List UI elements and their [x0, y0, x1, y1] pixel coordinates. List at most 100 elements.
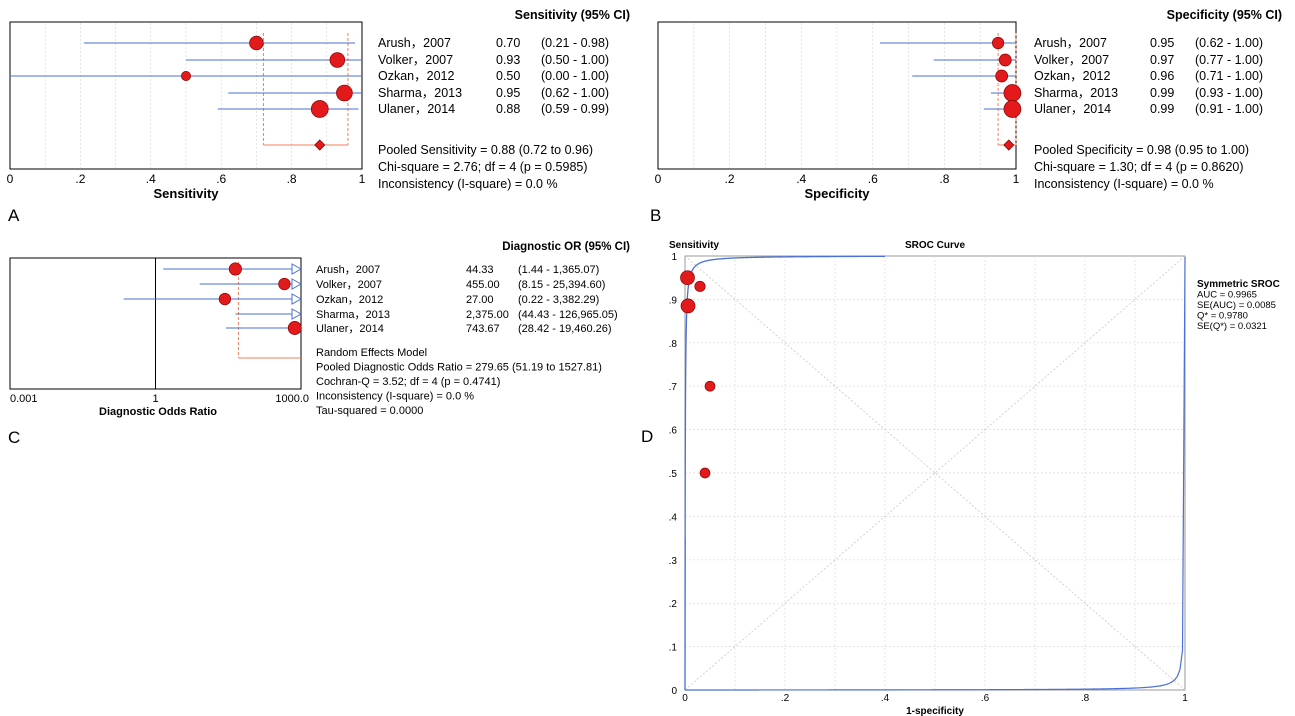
x-tick-label: 1000.0: [275, 393, 309, 405]
x-tick-label: .6: [216, 172, 226, 186]
panel-letter: A: [8, 206, 20, 225]
study-label: Ozkan，2012: [1034, 69, 1110, 83]
study-point: [336, 84, 353, 102]
x-tick-label: .8: [1081, 693, 1090, 704]
study-label: Arush，2007: [1034, 36, 1107, 50]
study-estimate: 455.00: [466, 279, 500, 291]
study-ci: (0.21 - 0.98): [541, 36, 609, 50]
y-tick-label: .4: [669, 512, 678, 523]
x-tick-label: .6: [868, 172, 878, 186]
x-tick-label: .4: [796, 172, 806, 186]
stat-line: Random Effects Model: [316, 347, 427, 359]
x-tick-label: .2: [781, 693, 790, 704]
study-ci: (44.43 - 126,965.05): [518, 309, 618, 321]
x-axis-title: 1-specificity: [906, 706, 964, 716]
study-ci: (0.91 - 1.00): [1195, 102, 1263, 116]
study-label: Volker，2007: [378, 53, 453, 67]
study-point: [218, 292, 232, 306]
study-label: Volker，2007: [1034, 53, 1109, 67]
study-ci: (0.59 - 0.99): [541, 102, 609, 116]
x-tick-label: .4: [146, 172, 156, 186]
y-tick-label: .2: [669, 599, 678, 610]
forest-plot-c: 0.001 1 1000.0 Diagnostic Odds Ratio Diagnos…: [8, 241, 630, 447]
study-estimate: 0.50: [496, 69, 520, 83]
study-estimate: 44.33: [466, 264, 494, 276]
x-axis-title: Diagnostic Odds Ratio: [99, 406, 217, 418]
study-point: [991, 36, 1005, 50]
study-point: [680, 270, 695, 286]
study-estimate: 0.95: [496, 86, 520, 100]
study-ci: (0.00 - 1.00): [541, 69, 609, 83]
study-point: [998, 53, 1012, 67]
legend-text: Symmetric SROC: [1197, 279, 1280, 290]
x-tick-label: .4: [881, 693, 890, 704]
legend-text: SE(Q*) = 0.0321: [1197, 321, 1267, 332]
x-tick-label: 1: [1182, 693, 1188, 704]
x-tick-label: 1: [152, 393, 158, 405]
study-ci: (0.71 - 1.00): [1195, 69, 1263, 83]
study-label: Sharma，2013: [378, 86, 462, 100]
y-tick-label: .6: [669, 426, 678, 437]
sroc-reference-curve: [684, 256, 1186, 691]
clipped-ci-arrow: [291, 308, 303, 320]
sroc-plot: 0.1.2.3.4.5.6.7.8.910.2.4.6.8 1Sensitivit…: [641, 240, 1280, 716]
panel-letter: C: [8, 428, 20, 447]
study-ci: (8.15 - 25,394.60): [518, 279, 605, 291]
stat-line: Cochran-Q = 3.52; df = 4 (p = 0.4741): [316, 376, 500, 388]
x-tick-label: 1: [359, 172, 366, 186]
study-estimate: 2,375.00: [466, 309, 509, 321]
study-estimate: 27.00: [466, 294, 494, 306]
study-label: Sharma，2013: [1034, 86, 1118, 100]
panel-letter: D: [641, 427, 653, 446]
study-point: [310, 100, 329, 118]
study-point: [1003, 100, 1022, 118]
study-label: Volker，2007: [316, 279, 382, 291]
x-tick-label: .2: [75, 172, 85, 186]
y-tick-label: .1: [669, 643, 678, 654]
study-label: Arush，2007: [378, 36, 451, 50]
y-tick-label: .3: [669, 556, 678, 567]
plot-frame: [9, 21, 363, 170]
x-tick-label: .8: [287, 172, 297, 186]
forest-plot-a: 0 .2 .4 .6 .8 1 Sensitivity Sensitivity (95% CI…: [7, 8, 630, 225]
stat-line: Pooled Diagnostic Odds Ratio = 279.65 (5…: [316, 362, 602, 374]
study-ci: (1.44 - 1,365.07): [518, 264, 599, 276]
study-ci: (0.62 - 1.00): [541, 86, 609, 100]
study-point: [704, 380, 716, 392]
study-estimate: 0.95: [1150, 36, 1174, 50]
y-tick-label: .9: [669, 295, 678, 306]
study-ci: (0.77 - 1.00): [1195, 53, 1263, 67]
x-tick-label: .2: [725, 172, 735, 186]
stat-line: Pooled Specificity = 0.98 (0.95 to 1.00): [1034, 143, 1249, 157]
x-tick-label: 0.001: [10, 393, 38, 405]
study-label: Ulaner，2014: [1034, 102, 1111, 116]
study-label: Ozkan，2012: [378, 69, 454, 83]
study-label: Sharma，2013: [316, 309, 390, 321]
stat-line: Chi-square = 1.30; df = 4 (p = 0.8620): [1034, 160, 1244, 174]
stat-line: Chi-square = 2.76; df = 4 (p = 0.5985): [378, 160, 588, 174]
study-point: [995, 69, 1009, 83]
study-estimate: 0.93: [496, 53, 520, 67]
y-tick-label: 1: [671, 252, 677, 263]
panel-letter: B: [650, 206, 661, 225]
study-point: [680, 298, 696, 314]
y-tick-label: .5: [669, 469, 678, 480]
y-tick-label: .8: [669, 339, 678, 350]
stat-line: Inconsistency (I-square) = 0.0 %: [316, 391, 474, 403]
pooled-diamond: [314, 139, 326, 151]
y-axis-title: Sensitivity: [669, 240, 719, 251]
legend-text: Q* = 0.9780: [1197, 311, 1248, 322]
forest-plot-b: 0 .2 .4 .6 .8 1 Specificity Specificity (95% CI…: [650, 8, 1282, 225]
study-estimate: 743.67: [466, 323, 500, 335]
stat-line: Inconsistency (I-square) = 0.0 %: [1034, 177, 1214, 191]
sroc-curve: [684, 255, 886, 690]
y-tick-label: 0: [671, 686, 677, 697]
study-point: [287, 321, 302, 335]
study-label: Ulaner，2014: [316, 323, 384, 335]
study-label: Ozkan，2012: [316, 294, 383, 306]
study-ci: (0.50 - 1.00): [541, 53, 609, 67]
x-axis-title: Sensitivity: [153, 186, 219, 201]
study-point: [329, 52, 346, 68]
study-point: [1003, 84, 1022, 102]
